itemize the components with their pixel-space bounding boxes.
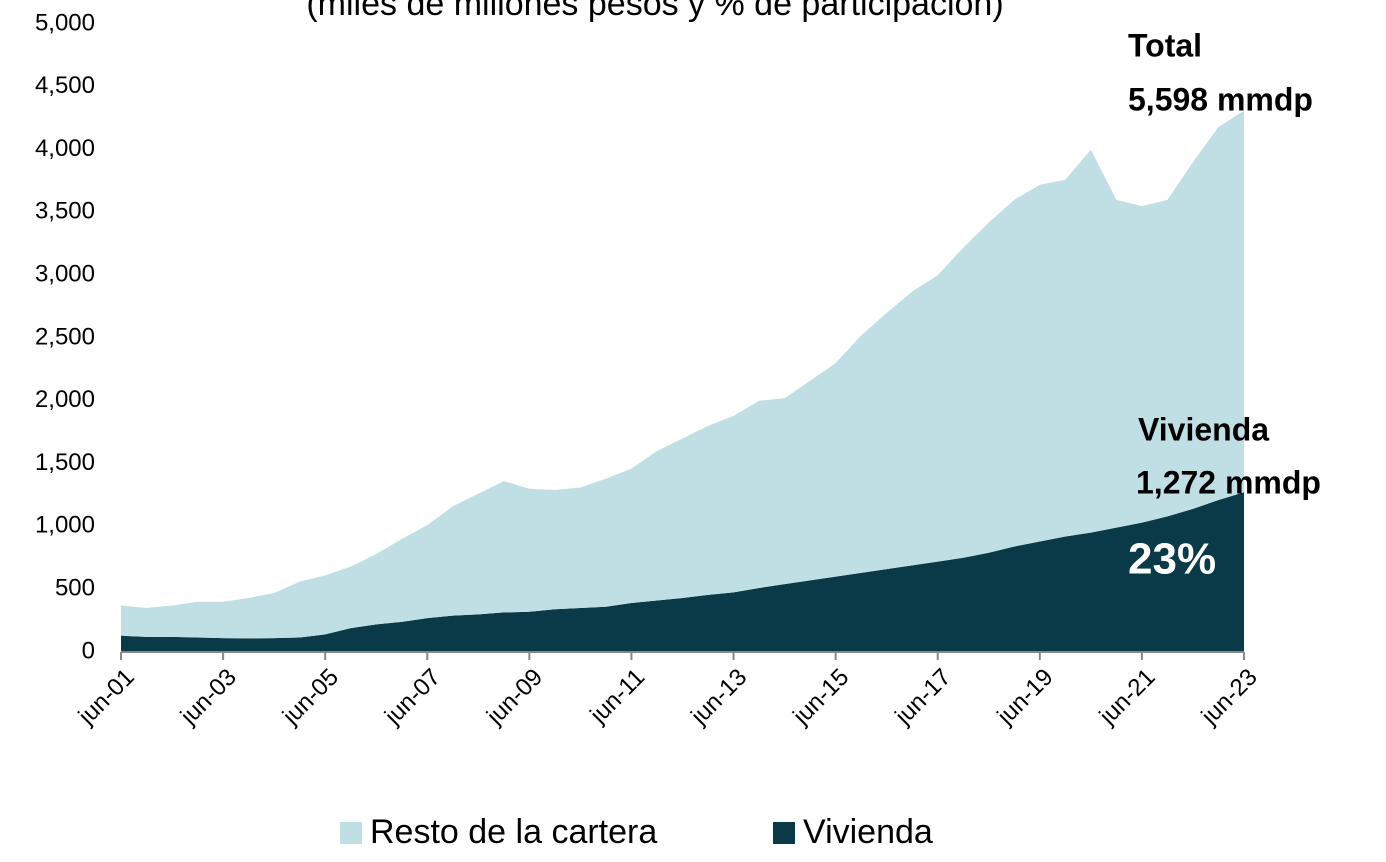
y-tick-label: 4,000	[35, 135, 95, 162]
area	[121, 110, 1244, 639]
x-tick-label: jun-13	[685, 664, 752, 731]
legend-swatch	[340, 822, 362, 844]
x-tick-label: jun-11	[584, 664, 650, 730]
x-tick-label: jun-03	[175, 664, 242, 731]
annotation: Vivienda	[1138, 411, 1269, 447]
x-tick-label: jun-21	[1094, 664, 1161, 731]
x-tick-label: jun-17	[889, 664, 956, 731]
x-tick-label: jun-07	[379, 664, 446, 731]
y-tick-label: 0	[82, 637, 95, 664]
x-tick-label: jun-01	[73, 664, 140, 731]
annotation: 23%	[1128, 535, 1216, 584]
annotation: 5,598 mmdp	[1128, 81, 1313, 117]
y-tick-label: 1,000	[35, 512, 95, 539]
y-tick-label: 1,500	[35, 449, 95, 476]
y-tick-label: 5,000	[35, 9, 95, 36]
legend-label: Vivienda	[803, 813, 933, 851]
y-tick-label: 500	[55, 575, 95, 602]
y-tick-label: 3,500	[35, 198, 95, 225]
x-tick-label: jun-23	[1196, 664, 1263, 731]
y-tick-label: 4,500	[35, 72, 95, 99]
x-tick-label: jun-15	[787, 664, 854, 731]
area	[121, 492, 1244, 652]
annotation: Total	[1128, 27, 1202, 63]
chart-subtitle: (miles de millones pesos y % de particip…	[306, 0, 1003, 23]
x-tick-label: jun-19	[992, 664, 1059, 731]
legend-label: Resto de la cartera	[370, 813, 657, 851]
annotation: 1,272 mmdp	[1136, 464, 1321, 500]
x-tick-label: jun-09	[481, 664, 548, 731]
x-tick-label: jun-05	[277, 664, 344, 731]
y-tick-label: 3,000	[35, 261, 95, 288]
y-tick-label: 2,000	[35, 386, 95, 413]
legend-swatch	[773, 822, 795, 844]
y-tick-label: 2,500	[35, 323, 95, 350]
